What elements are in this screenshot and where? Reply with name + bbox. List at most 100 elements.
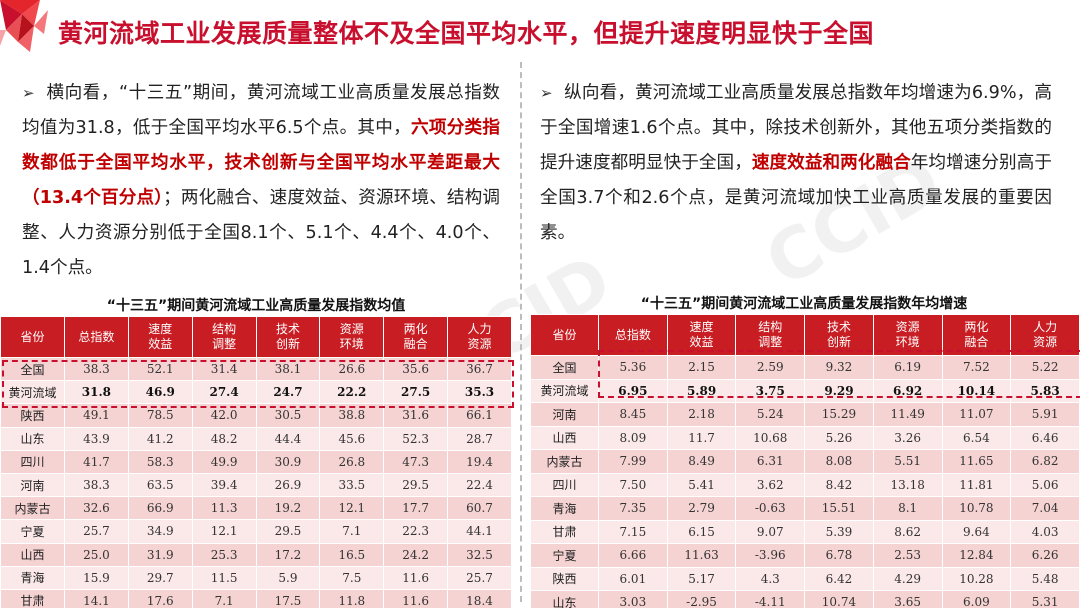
value-cell: 12.84	[941, 543, 1012, 568]
value-cell: 16.5	[319, 542, 385, 567]
table-row: 黄河流域 31.8 46.9 27.4 24.7 22.2 27.5 35.3	[0, 380, 512, 405]
value-cell: 10.78	[941, 496, 1012, 521]
column-header: 两化 融合	[383, 316, 449, 358]
value-cell: 46.9	[127, 380, 193, 405]
value-cell: 39.4	[191, 472, 257, 498]
value-cell: 5.83	[1010, 378, 1080, 403]
value-cell: 30.9	[255, 449, 321, 474]
value-cell: 8.42	[804, 472, 874, 497]
column-header: 两化 融合	[941, 314, 1012, 356]
arrow-bullet-icon: ➢	[22, 84, 35, 102]
value-cell: 41.7	[64, 449, 129, 474]
value-cell: 6.92	[872, 378, 943, 403]
value-cell: 48.2	[191, 426, 257, 451]
value-cell: 2.15	[666, 355, 737, 380]
value-cell: 6.78	[804, 543, 874, 568]
value-cell: 4.03	[1010, 519, 1080, 544]
value-cell: 29.5	[383, 472, 449, 498]
value-cell: 15.29	[804, 402, 874, 427]
value-cell: 8.09	[598, 425, 668, 450]
column-header: 结构 调整	[191, 316, 257, 358]
value-cell: 22.2	[319, 380, 385, 405]
right-table-container: 省份 总指数 速度 效益 结构 调整 技术 创新 资源 环境 两化 融合 人力 资源 全国 5.…	[530, 314, 1080, 608]
value-cell: 18.4	[447, 588, 512, 608]
value-cell: 6.46	[1010, 425, 1080, 450]
value-cell: 17.5	[255, 588, 321, 608]
left-table-container: 省份 总指数 速度 效益 结构 调整 技术 创新 资源 环境 两化 融合 人力 资源 全国 38…	[0, 316, 512, 608]
value-cell: 31.6	[383, 403, 449, 428]
value-cell: 11.5	[191, 565, 257, 590]
table-row: 内蒙古 32.6 66.9 11.3 19.2 12.1 17.7 60.7	[0, 496, 512, 521]
value-cell: 8.08	[804, 449, 874, 474]
page-title: 黄河流域工业发展质量整体不及全国平均水平，但提升速度明显快于全国	[58, 19, 875, 48]
value-cell: 32.6	[64, 496, 129, 521]
value-cell: 63.5	[127, 472, 193, 498]
value-cell: 7.1	[191, 588, 257, 608]
value-cell: 38.1	[255, 356, 321, 382]
value-cell: 6.19	[872, 355, 943, 380]
value-cell: 5.48	[1010, 566, 1080, 591]
right-data-table: 省份 总指数 速度 效益 结构 调整 技术 创新 资源 环境 两化 融合 人力 资源 全国 5.…	[530, 314, 1080, 608]
value-cell: 17.6	[127, 588, 193, 608]
value-cell: 25.7	[64, 519, 129, 544]
value-cell: 11.6	[383, 588, 449, 608]
table-header-row: 省份 总指数 速度 效益 结构 调整 技术 创新 资源 环境 两化 融合 人力 资源	[0, 316, 512, 358]
value-cell: 9.32	[804, 355, 874, 380]
table-row: 内蒙古 7.99 8.49 6.31 8.08 5.51 11.65 6.82	[530, 449, 1080, 474]
value-cell: 45.6	[319, 426, 385, 451]
value-cell: 10.14	[941, 378, 1012, 403]
value-cell: -0.63	[735, 496, 806, 521]
value-cell: 25.3	[191, 542, 257, 567]
column-divider	[520, 62, 522, 602]
value-cell: 2.18	[666, 402, 737, 427]
province-cell: 河南	[0, 472, 65, 498]
value-cell: 11.81	[941, 472, 1012, 497]
value-cell: 38.3	[64, 356, 129, 382]
value-cell: 28.7	[447, 426, 512, 451]
table-row: 陕西 49.1 78.5 42.0 30.5 38.8 31.6 66.1	[0, 403, 512, 428]
value-cell: 44.1	[447, 519, 512, 544]
value-cell: 33.5	[319, 472, 385, 498]
left-text-part3: ；两化融合、速度效益、资源环境、结构调整、人力资源分别低于全国8.1个、5.1个…	[22, 188, 500, 278]
province-cell: 陕西	[0, 403, 65, 428]
value-cell: 2.59	[735, 355, 806, 380]
value-cell: 11.6	[383, 565, 449, 590]
table-row: 河南 38.3 63.5 39.4 26.9 33.5 29.5 22.4	[0, 472, 512, 498]
value-cell: 17.2	[255, 542, 321, 567]
value-cell: 9.07	[735, 519, 806, 544]
column-header: 技术 创新	[804, 314, 874, 356]
value-cell: 3.26	[872, 425, 943, 450]
value-cell: 5.36	[598, 355, 668, 380]
value-cell: 49.1	[64, 403, 129, 428]
value-cell: 78.5	[127, 403, 193, 428]
value-cell: 34.9	[127, 519, 193, 544]
value-cell: 8.49	[666, 449, 737, 474]
value-cell: 7.35	[598, 496, 668, 521]
value-cell: 6.82	[1010, 449, 1080, 474]
left-text-part1: 横向看，“十三五”期间，黄河流域工业高质量发展总指数均值为31.8，低于全国平均…	[22, 83, 500, 138]
value-cell: 10.28	[941, 566, 1012, 591]
value-cell: -3.96	[735, 543, 806, 568]
value-cell: 6.54	[941, 425, 1012, 450]
value-cell: 3.65	[872, 590, 943, 608]
column-header: 技术 创新	[255, 316, 321, 358]
value-cell: 30.5	[255, 403, 321, 428]
value-cell: 8.1	[872, 496, 943, 521]
value-cell: 7.52	[941, 355, 1012, 380]
province-cell: 宁夏	[0, 519, 65, 544]
value-cell: 5.22	[1010, 355, 1080, 380]
table-row: 山东 3.03 -2.95 -4.11 10.74 3.65 6.09 5.31	[530, 590, 1080, 608]
value-cell: 6.15	[666, 519, 737, 544]
arrow-bullet-icon: ➢	[540, 84, 553, 102]
value-cell: 24.7	[255, 380, 321, 405]
value-cell: 27.5	[383, 380, 449, 405]
value-cell: 9.64	[941, 519, 1012, 544]
value-cell: 3.62	[735, 472, 806, 497]
table-row: 青海 7.35 2.79 -0.63 15.51 8.1 10.78 7.04	[530, 496, 1080, 521]
value-cell: 5.9	[255, 565, 321, 590]
value-cell: 7.5	[319, 565, 385, 590]
value-cell: 12.1	[191, 519, 257, 544]
province-cell: 山东	[530, 590, 599, 608]
table-row: 黄河流域 6.95 5.89 3.75 9.29 6.92 10.14 5.83	[530, 378, 1080, 403]
value-cell: 7.50	[598, 472, 668, 497]
